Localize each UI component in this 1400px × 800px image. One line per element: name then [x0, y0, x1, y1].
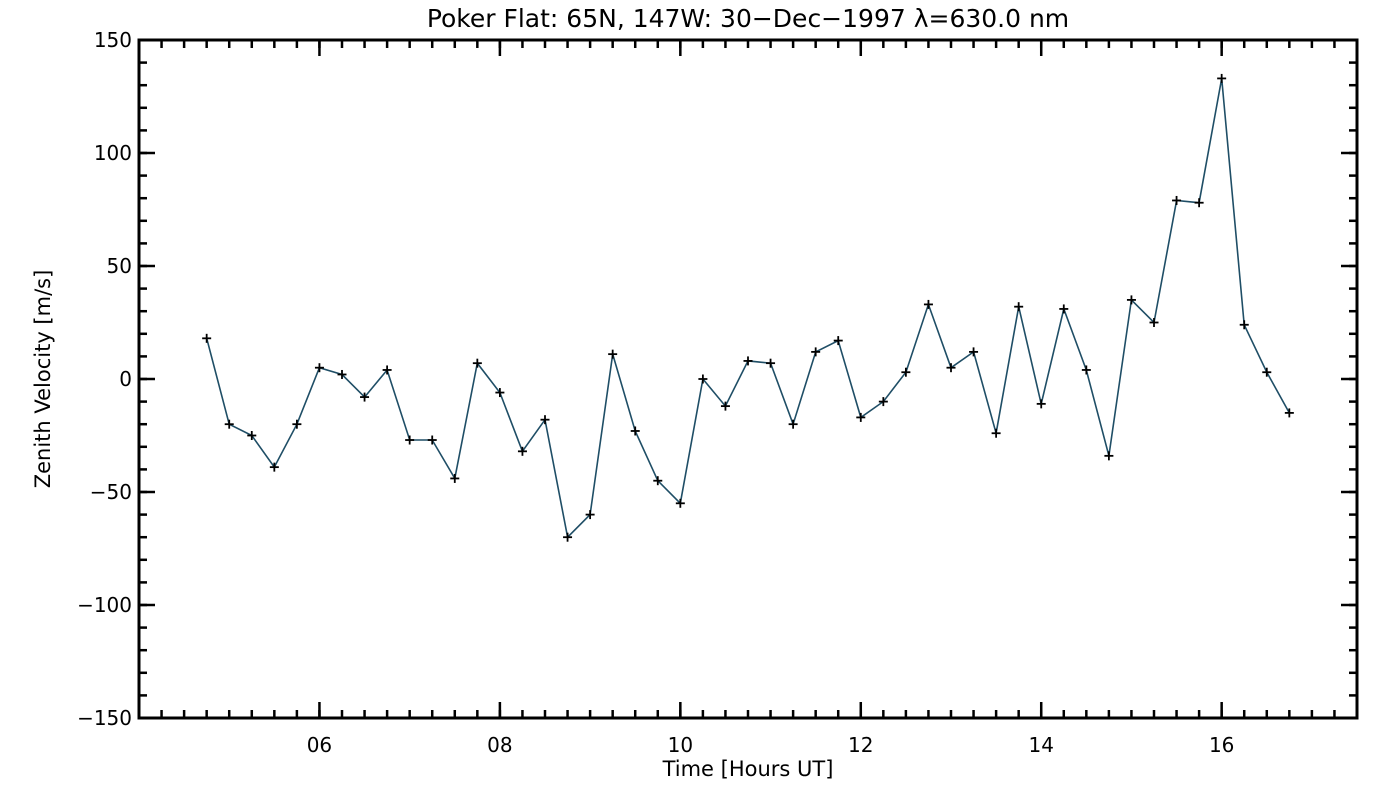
data-point [1262, 367, 1272, 377]
y-tick-label: 100 [94, 141, 132, 165]
data-point [720, 401, 730, 411]
data-point [495, 388, 505, 398]
data-point [856, 412, 866, 422]
data-point [788, 419, 798, 429]
plot-frame [137, 38, 1359, 720]
x-tick-label: 16 [1209, 733, 1234, 757]
x-tick-label: 08 [487, 733, 512, 757]
data-point [1217, 73, 1227, 83]
y-axis-label: Zenith Velocity [m/s] [31, 270, 55, 489]
data-point [766, 358, 776, 368]
data-point [517, 446, 527, 456]
data-point [969, 347, 979, 357]
data-point [675, 498, 685, 508]
data-point [1172, 195, 1182, 205]
data-point [337, 369, 347, 379]
data-point [314, 363, 324, 373]
data-point [1194, 198, 1204, 208]
y-tick-label: −100 [77, 593, 132, 617]
data-point [472, 358, 482, 368]
data-point [991, 428, 1001, 438]
data-point [833, 336, 843, 346]
data-point [1036, 399, 1046, 409]
data-point [247, 431, 257, 440]
data-point [698, 374, 708, 384]
data-series [205, 78, 1291, 539]
data-point [292, 419, 302, 429]
data-point [901, 367, 911, 377]
data-point [382, 365, 392, 375]
data-point [811, 347, 821, 357]
x-tick-label: 12 [848, 733, 873, 757]
y-tick-label: −50 [90, 480, 132, 504]
data-point [563, 532, 573, 542]
data-point [1149, 318, 1159, 327]
x-axis-label: Time [Hours UT] [662, 757, 834, 781]
data-point [1059, 304, 1069, 314]
data-point [1126, 295, 1136, 305]
minor-ticks [139, 40, 1357, 718]
data-point [946, 363, 956, 373]
data-point [269, 462, 279, 472]
y-tick-label: −150 [77, 706, 132, 730]
x-tick-label: 06 [307, 733, 332, 757]
data-point [1081, 365, 1091, 375]
data-point [360, 392, 370, 402]
series-line [205, 78, 1291, 539]
data-point [608, 349, 618, 359]
data-point [450, 473, 460, 483]
data-point [1104, 451, 1114, 461]
data-point [1239, 320, 1249, 330]
data-point [427, 435, 437, 445]
y-tick-label: 150 [94, 28, 132, 52]
data-point [224, 419, 234, 429]
data-markers [202, 73, 1294, 542]
x-tick-label: 10 [668, 733, 693, 757]
tick-labels: 06 08 10 12 14 16 −150 −100 −50 0 50 100 150 [77, 28, 1234, 757]
data-point [202, 333, 212, 343]
data-point [878, 397, 888, 407]
data-point [540, 415, 550, 425]
data-point [923, 299, 933, 309]
data-point [653, 476, 663, 486]
data-point [630, 426, 640, 436]
data-point [1284, 408, 1294, 418]
y-tick-label: 50 [107, 254, 132, 278]
data-point [585, 510, 595, 520]
major-ticks [139, 38, 1357, 720]
chart-title: Poker Flat: 65N, 147W: 30−Dec−1997 λ=630… [427, 4, 1069, 33]
data-point [1014, 302, 1024, 312]
y-tick-label: 0 [119, 367, 132, 391]
x-tick-label: 14 [1028, 733, 1053, 757]
data-point [405, 435, 415, 445]
data-point [743, 356, 753, 366]
